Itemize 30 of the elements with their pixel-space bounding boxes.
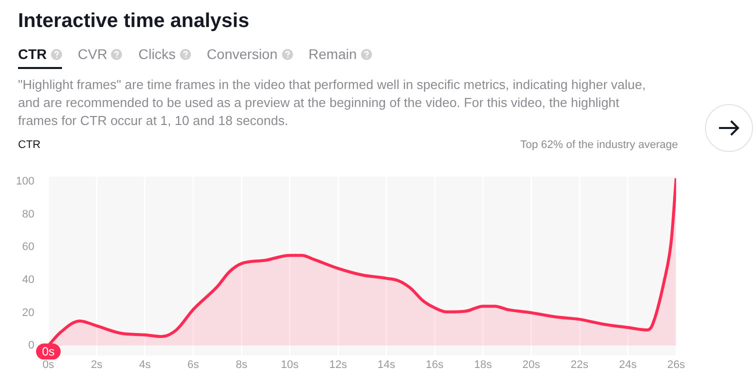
x-tick-label: 12s	[329, 359, 348, 372]
text: Remain	[308, 46, 357, 62]
y-tick-label: 20	[22, 306, 34, 319]
y-tick-label: 0	[28, 340, 34, 352]
x-tick-label: 6s	[187, 359, 200, 372]
x-tick-label: 10s	[280, 359, 300, 372]
chart-title: Interactive time analysis	[18, 10, 250, 33]
y-tick-label: 60	[22, 241, 34, 254]
x-tick-label: 8s	[236, 359, 248, 372]
x-tick-label: 4s	[139, 359, 152, 372]
x-tick-label: 20s	[522, 359, 541, 372]
annotation: 0s	[42, 344, 55, 358]
text: Conversion	[206, 46, 278, 62]
text: "Highlight frames" are time frames in the video that performed well in specific metrics, indicating higher value, and are recommended to be used as a preview at the beginning of the video. For this video, the highlight frames for CTR occur at 1, 10 and 18 seconds.	[18, 76, 647, 130]
text: CTR	[18, 46, 47, 62]
x-tick-label: 24s	[618, 359, 638, 372]
y-tick-label: 100	[16, 176, 34, 188]
x-tick-label: 0s	[42, 359, 55, 372]
x-tick-label: 2s	[90, 359, 103, 372]
x-tick-label: 26s	[667, 359, 686, 372]
text: Clicks	[138, 46, 176, 62]
x-tick-label: 22s	[570, 359, 589, 372]
y-tick-label: 40	[22, 274, 34, 286]
text: Top 62% of the industry average	[520, 139, 678, 151]
y-tick-label: 80	[22, 208, 34, 220]
text: CVR	[78, 46, 108, 62]
x-tick-label: 16s	[426, 359, 444, 372]
y-axis-title: CTR	[18, 139, 41, 151]
x-tick-label: 14s	[378, 359, 396, 372]
x-tick-label: 18s	[474, 359, 492, 372]
